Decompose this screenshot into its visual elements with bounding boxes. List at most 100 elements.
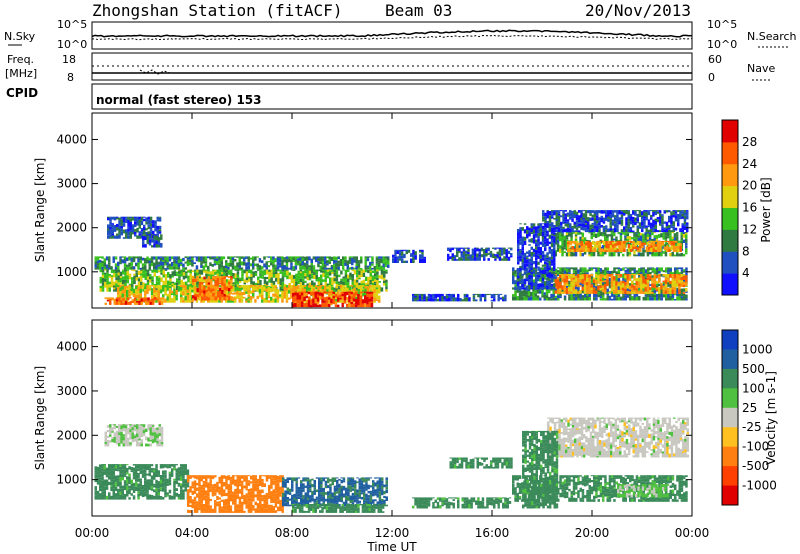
data-cell	[252, 296, 255, 299]
data-cell	[310, 285, 313, 288]
data-cell	[620, 210, 624, 212]
data-cell	[211, 264, 214, 267]
data-cell	[162, 280, 165, 286]
data-cell	[151, 234, 154, 236]
data-cell	[615, 287, 618, 293]
data-cell	[647, 221, 651, 226]
data-cell	[140, 273, 143, 276]
data-cell	[200, 258, 203, 261]
data-cell	[348, 295, 351, 300]
power-ylabel: Slant Range [km]	[33, 158, 47, 262]
data-cell	[140, 269, 143, 274]
data-cell	[274, 258, 277, 263]
data-cell	[348, 305, 351, 308]
data-cell	[373, 301, 376, 303]
data-cell	[106, 440, 110, 443]
data-cell	[572, 282, 575, 285]
data-cell	[207, 299, 210, 303]
data-cell	[169, 281, 172, 287]
data-cell	[229, 256, 232, 261]
data-cell	[111, 235, 114, 239]
data-cell	[657, 248, 660, 252]
data-cell	[642, 286, 645, 291]
data-cell	[110, 276, 114, 281]
data-cell	[544, 287, 547, 290]
data-cell	[512, 279, 515, 285]
data-cell	[195, 285, 199, 287]
data-cell	[502, 296, 505, 300]
data-cell	[109, 226, 112, 230]
data-cell	[530, 265, 533, 268]
data-cell	[471, 255, 475, 258]
data-cell	[173, 299, 176, 303]
data-cell	[333, 263, 336, 266]
data-cell	[216, 297, 219, 300]
data-cell	[633, 294, 636, 298]
data-cell	[620, 214, 624, 217]
data-cell	[301, 257, 304, 261]
data-cell	[137, 278, 141, 282]
data-cell	[333, 259, 336, 264]
data-cell	[480, 248, 484, 252]
data-cell	[135, 292, 138, 295]
data-cell	[227, 266, 230, 270]
data-cell	[553, 274, 556, 279]
data-cell	[536, 271, 540, 275]
data-cell	[131, 299, 134, 301]
data-cell	[562, 210, 565, 214]
data-cell	[590, 235, 593, 240]
data-cell	[321, 266, 325, 270]
data-cell	[611, 213, 615, 218]
data-cell	[421, 299, 424, 302]
data-cell	[539, 290, 542, 294]
data-cell	[122, 436, 125, 441]
data-cell	[653, 284, 656, 289]
data-cell	[607, 218, 610, 222]
colorbar-swatch	[722, 163, 738, 187]
data-cell	[608, 274, 611, 277]
data-cell	[633, 285, 636, 290]
data-cell	[636, 249, 640, 252]
data-cell	[96, 260, 100, 264]
data-cell	[340, 270, 343, 275]
data-cell	[664, 280, 668, 284]
data-cell	[135, 256, 138, 258]
data-cell	[597, 268, 600, 273]
data-cell	[94, 264, 97, 268]
data-cell	[598, 242, 601, 246]
data-cell	[113, 269, 116, 274]
data-cell	[672, 224, 675, 227]
data-cell	[548, 226, 551, 229]
data-cell	[571, 216, 574, 219]
data-cell	[628, 291, 632, 294]
data-cell	[663, 229, 666, 233]
data-cell	[514, 280, 517, 285]
data-cell	[686, 211, 689, 216]
data-cell	[644, 232, 647, 235]
data-cell	[660, 267, 663, 272]
data-cell	[613, 289, 616, 294]
data-cell	[676, 274, 679, 276]
data-cell	[288, 257, 291, 259]
data-cell	[135, 294, 138, 299]
data-cell	[579, 290, 582, 294]
data-cell	[241, 276, 244, 281]
data-cell	[254, 286, 257, 291]
data-cell	[663, 248, 667, 251]
data-cell	[219, 294, 222, 297]
data-cell	[182, 272, 186, 276]
data-cell	[682, 232, 686, 234]
data-cell	[577, 283, 580, 287]
data-cell	[592, 279, 596, 283]
data-cell	[572, 284, 575, 287]
data-cell	[568, 286, 571, 291]
data-cell	[249, 257, 253, 260]
data-cell	[516, 288, 519, 293]
cpid-text: normal (fast stereo) 153	[96, 93, 262, 107]
data-cell	[104, 297, 107, 299]
data-cell	[580, 217, 583, 221]
data-cell	[365, 269, 368, 273]
data-cell	[572, 277, 575, 280]
data-cell	[330, 303, 333, 306]
data-cell	[653, 232, 656, 234]
